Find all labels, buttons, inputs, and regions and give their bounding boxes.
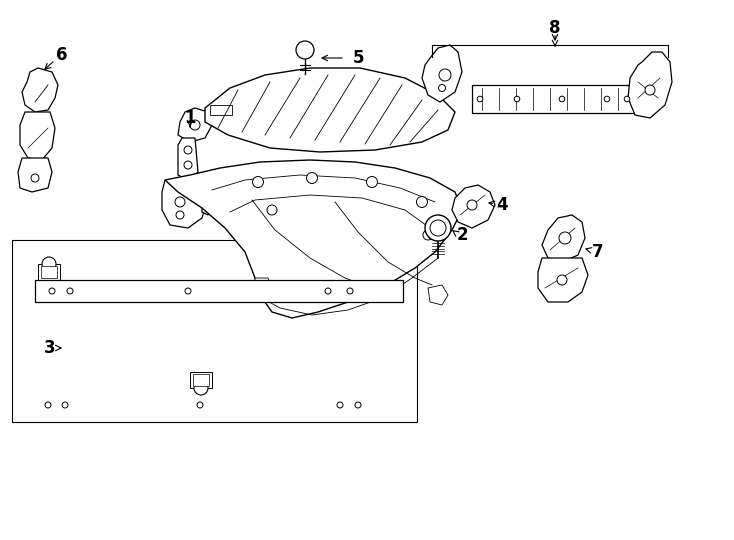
- Circle shape: [557, 275, 567, 285]
- Text: 8: 8: [549, 19, 561, 37]
- Circle shape: [45, 402, 51, 408]
- Polygon shape: [22, 68, 58, 112]
- Circle shape: [366, 177, 377, 187]
- Circle shape: [49, 288, 55, 294]
- Bar: [41, 266, 57, 278]
- Circle shape: [477, 96, 483, 102]
- Circle shape: [62, 402, 68, 408]
- Polygon shape: [542, 215, 585, 262]
- Polygon shape: [178, 108, 212, 142]
- Circle shape: [194, 381, 208, 395]
- Circle shape: [624, 96, 630, 102]
- Circle shape: [184, 161, 192, 169]
- Text: 6: 6: [57, 46, 68, 64]
- Circle shape: [645, 85, 655, 95]
- Polygon shape: [452, 185, 495, 228]
- Circle shape: [190, 120, 200, 130]
- Polygon shape: [428, 285, 448, 305]
- Circle shape: [252, 177, 264, 187]
- Polygon shape: [18, 158, 52, 192]
- Polygon shape: [422, 45, 462, 102]
- Circle shape: [337, 402, 343, 408]
- Polygon shape: [35, 280, 403, 302]
- Circle shape: [325, 288, 331, 294]
- Text: 1: 1: [184, 109, 196, 127]
- Circle shape: [184, 146, 192, 154]
- Polygon shape: [202, 195, 215, 215]
- Polygon shape: [472, 85, 637, 113]
- Text: 7: 7: [592, 243, 604, 261]
- Circle shape: [559, 96, 564, 102]
- Circle shape: [296, 41, 314, 59]
- Circle shape: [439, 69, 451, 81]
- Polygon shape: [628, 52, 672, 118]
- Bar: [193, 374, 209, 386]
- Circle shape: [175, 197, 185, 207]
- Text: 4: 4: [496, 196, 508, 214]
- Bar: [38, 264, 60, 280]
- Polygon shape: [178, 138, 198, 180]
- Polygon shape: [20, 112, 55, 160]
- Circle shape: [197, 402, 203, 408]
- Circle shape: [42, 257, 56, 271]
- Circle shape: [438, 84, 446, 91]
- Circle shape: [425, 215, 451, 241]
- Circle shape: [185, 288, 191, 294]
- Circle shape: [515, 96, 520, 102]
- Circle shape: [559, 232, 571, 244]
- Circle shape: [176, 211, 184, 219]
- Circle shape: [467, 200, 477, 210]
- Circle shape: [423, 230, 433, 240]
- Polygon shape: [165, 160, 462, 318]
- Circle shape: [267, 205, 277, 215]
- Circle shape: [604, 96, 610, 102]
- Text: 2: 2: [457, 226, 468, 244]
- Circle shape: [347, 288, 353, 294]
- Polygon shape: [162, 180, 208, 228]
- Circle shape: [355, 402, 361, 408]
- Circle shape: [307, 172, 318, 184]
- Text: 5: 5: [352, 49, 364, 67]
- Circle shape: [430, 220, 446, 236]
- Circle shape: [67, 288, 73, 294]
- Polygon shape: [255, 278, 272, 298]
- Polygon shape: [538, 258, 588, 302]
- Text: 3: 3: [44, 339, 56, 357]
- Circle shape: [432, 216, 444, 228]
- Circle shape: [31, 174, 39, 182]
- Polygon shape: [205, 68, 455, 152]
- Bar: [210, 105, 232, 115]
- Bar: [190, 372, 212, 388]
- Circle shape: [416, 197, 427, 207]
- Bar: [12, 240, 417, 422]
